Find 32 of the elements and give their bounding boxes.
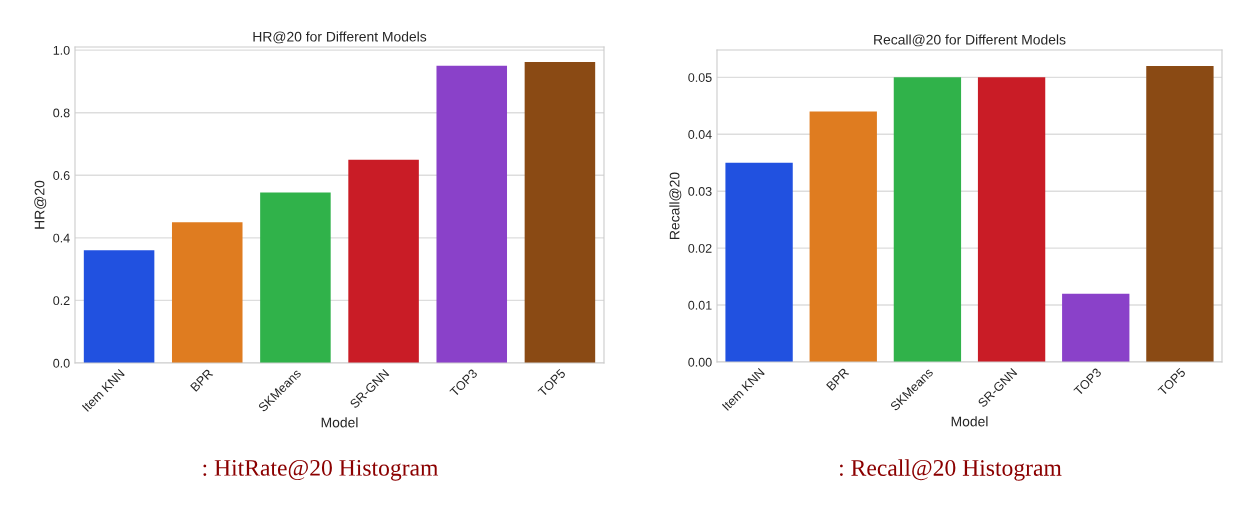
- bar: [893, 77, 962, 362]
- y-tick-label: 0.01: [688, 300, 712, 310]
- y-tick-label: 0.0: [53, 358, 70, 368]
- y-tick-label: 0.05: [688, 73, 712, 82]
- x-axis-title: Model: [321, 417, 358, 428]
- bar: [524, 62, 596, 363]
- text: : Recall@20 Histogram: [840, 459, 1062, 481]
- chart-title: Recall@20 for Different Models: [874, 34, 1066, 47]
- x-axis-title: Model: [951, 416, 988, 427]
- bar: [436, 65, 508, 363]
- y-tick-label: 0.4: [53, 233, 70, 243]
- bar: [260, 192, 331, 363]
- y-axis-title: Recall@20: [669, 172, 682, 239]
- y-tick-label: 0.6: [53, 171, 70, 180]
- bar: [1062, 293, 1130, 362]
- chart-title: HR@20 for Different Models: [253, 31, 427, 44]
- text: : HitRate@20 Histogram: [203, 459, 439, 481]
- y-tick-label: 1.0: [53, 45, 70, 55]
- bar: [171, 222, 243, 363]
- y-tick-label: 0.2: [53, 296, 70, 306]
- y-tick-label: 0.04: [688, 130, 712, 139]
- y-tick-label: 0.02: [688, 243, 712, 253]
- y-tick-label: 0.8: [53, 108, 70, 118]
- bar: [977, 77, 1046, 362]
- bar: [83, 250, 155, 363]
- bar: [725, 162, 793, 362]
- y-tick-label: 0.00: [688, 357, 712, 367]
- y-tick-label: 0.03: [688, 187, 712, 196]
- bar: [1146, 65, 1214, 362]
- y-axis-title: HR@20: [34, 180, 47, 229]
- bar: [348, 159, 419, 363]
- bar: [809, 111, 877, 362]
